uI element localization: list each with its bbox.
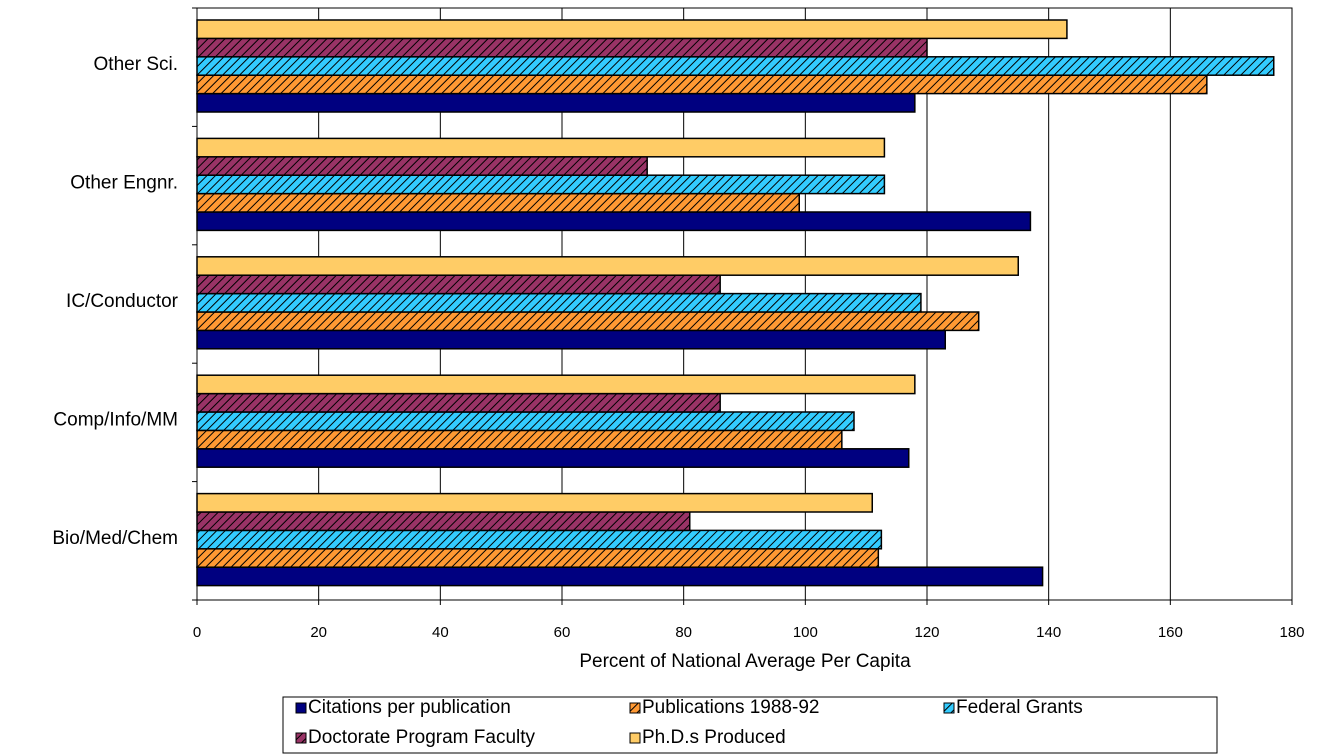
x-tick-label: 60: [554, 624, 571, 641]
x-axis-label: Percent of National Average Per Capita: [579, 651, 911, 672]
legend-swatch: [629, 732, 641, 744]
bar: [196, 511, 691, 532]
bar: [196, 174, 886, 195]
legend-swatch: [295, 732, 307, 744]
x-tick-label: 0: [193, 624, 201, 641]
bar: [196, 137, 886, 158]
bar: [196, 192, 800, 213]
y-tick-label: Other Sci.: [94, 54, 178, 75]
y-tick-label: Comp/Info/MM: [53, 409, 178, 430]
y-tick-label: Other Engnr.: [70, 173, 178, 194]
legend-label: Publications 1988-92: [642, 697, 819, 718]
bar: [196, 492, 873, 513]
bar: [196, 19, 1068, 40]
bar: [196, 548, 880, 568]
x-tick-label: 140: [1036, 624, 1061, 641]
x-tick-label: 100: [793, 624, 818, 641]
bar: [196, 448, 910, 468]
x-tick-label: 160: [1158, 624, 1183, 641]
bar: [196, 292, 922, 313]
x-tick-label: 80: [675, 624, 692, 641]
y-tick-label: IC/Conductor: [66, 291, 179, 312]
x-tick-label: 20: [310, 624, 327, 641]
legend-swatch: [943, 702, 955, 714]
x-tick-label: 40: [432, 624, 449, 641]
bar: [196, 56, 1275, 76]
legend-label: Ph.D.s Produced: [642, 727, 786, 748]
bar: [196, 256, 1019, 276]
legend-swatch: [295, 702, 307, 714]
bar: [196, 37, 928, 58]
bar: [196, 566, 1044, 587]
y-tick-label: Bio/Med/Chem: [52, 528, 178, 549]
bar: [196, 429, 843, 450]
bar: [196, 392, 721, 413]
bar: [196, 411, 855, 432]
bar: [196, 274, 721, 295]
bar: [196, 374, 916, 395]
bar: [196, 329, 946, 350]
legend-box: [282, 696, 1218, 754]
x-tick-label: 180: [1279, 624, 1304, 641]
x-tick-label: 120: [914, 624, 939, 641]
bar: [196, 211, 1032, 232]
bar: [196, 156, 648, 176]
legend-label: Doctorate Program Faculty: [308, 727, 536, 748]
legend-label: Federal Grants: [956, 697, 1083, 718]
legend-label: Citations per publication: [308, 697, 511, 718]
bar: [196, 92, 916, 113]
bar: [196, 311, 980, 332]
bar: [196, 74, 1208, 95]
bar: [196, 529, 883, 550]
legend-swatch: [629, 702, 641, 714]
